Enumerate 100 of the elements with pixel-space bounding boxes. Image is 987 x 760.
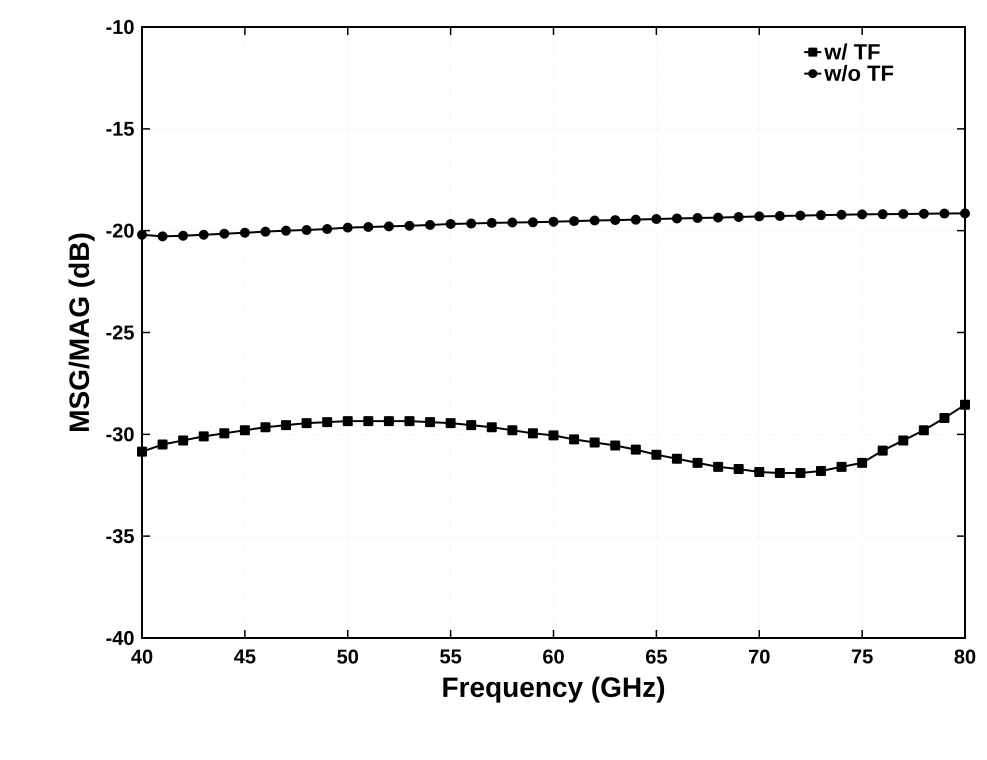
point (692, 213, 703, 224)
point (240, 228, 250, 238)
point (836, 210, 847, 220)
point (836, 462, 847, 472)
point (816, 466, 826, 476)
point (774, 468, 785, 478)
point (404, 220, 414, 231)
point (302, 418, 312, 428)
point (734, 464, 744, 474)
point (528, 428, 538, 438)
point (548, 216, 559, 227)
point (322, 417, 332, 428)
point (198, 431, 209, 442)
point (713, 462, 724, 472)
y-tick-label: -25 (106, 325, 134, 340)
point (774, 210, 785, 221)
point (713, 212, 724, 223)
point (158, 440, 168, 450)
point (734, 212, 744, 222)
point (137, 446, 147, 457)
point (898, 435, 908, 446)
x-axis-title: Frequency (GHz) (443, 676, 664, 703)
point (692, 458, 703, 468)
y-tick-label: -20 (106, 224, 134, 238)
point (322, 224, 332, 234)
point (960, 400, 970, 410)
point (630, 214, 641, 225)
point (260, 422, 270, 432)
point (240, 425, 250, 436)
point (857, 209, 868, 220)
point (610, 215, 620, 226)
legend-label: w/o TF (824, 64, 894, 82)
point (590, 437, 600, 448)
point (918, 425, 929, 436)
x-tick-label: 75 (852, 650, 873, 664)
point (651, 214, 662, 224)
y-tick-label: -35 (106, 529, 134, 544)
point (816, 210, 826, 220)
point (795, 468, 806, 478)
point (590, 215, 600, 226)
point (939, 208, 950, 219)
point (754, 467, 764, 478)
point (610, 440, 620, 451)
point (178, 435, 188, 446)
point (342, 416, 353, 426)
x-tick-label: 45 (234, 650, 256, 664)
point (446, 418, 456, 428)
x-tick-label: 50 (337, 650, 358, 664)
x-tick-label: 40 (131, 650, 152, 664)
x-tick-label: 70 (748, 650, 770, 664)
point (857, 458, 868, 468)
point (939, 413, 950, 424)
point (878, 446, 888, 456)
point (198, 230, 209, 240)
point (630, 444, 641, 455)
y-tick-label: -15 (106, 122, 134, 136)
point (878, 209, 888, 220)
point (219, 228, 230, 239)
y-tick-label: -30 (106, 427, 134, 442)
point (486, 218, 497, 228)
point (446, 218, 456, 229)
x-tick-label: 65 (646, 650, 667, 664)
x-tick-label: 80 (954, 650, 976, 664)
point (466, 420, 476, 430)
point (569, 434, 580, 444)
point (363, 222, 374, 232)
x-tick-label: 55 (440, 650, 462, 664)
point (425, 220, 436, 230)
point (486, 422, 497, 432)
point (548, 430, 559, 440)
point (528, 217, 538, 228)
point (281, 226, 292, 236)
point (507, 425, 518, 436)
point (384, 221, 394, 232)
x-tick-label: 60 (543, 650, 564, 664)
point (363, 416, 374, 426)
y-axis-title: MSG/MAG (dB) (68, 234, 95, 431)
point (404, 416, 414, 426)
point (795, 210, 806, 221)
point (281, 420, 292, 430)
point (960, 208, 970, 218)
point (342, 222, 353, 233)
point (651, 450, 662, 460)
point (384, 416, 394, 426)
y-tick-label: -40 (106, 630, 134, 646)
point (672, 213, 682, 224)
point (260, 226, 270, 237)
point (898, 208, 908, 219)
point (672, 454, 682, 464)
point (918, 208, 929, 219)
point (569, 216, 580, 226)
point (425, 417, 436, 428)
point (178, 230, 188, 241)
legend-label: w/ TF (824, 43, 880, 60)
y-tick-label: -10 (106, 20, 134, 34)
point (466, 218, 476, 229)
point (754, 211, 764, 222)
point (507, 218, 518, 228)
point (302, 225, 312, 236)
point (137, 230, 147, 240)
